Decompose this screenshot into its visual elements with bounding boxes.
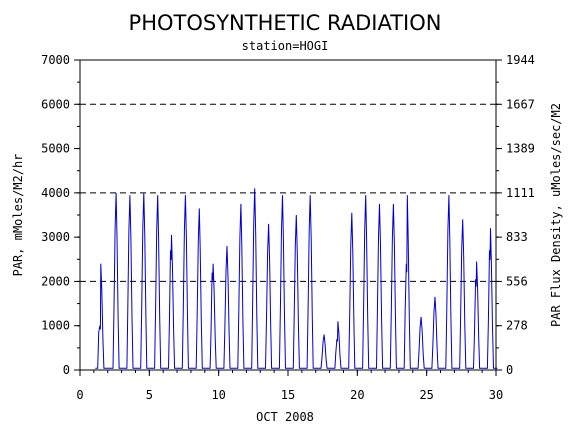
- x-axis-label: OCT 2008: [256, 410, 314, 424]
- x-tick-label: 5: [146, 388, 153, 402]
- right-axis-ticks: 0 278 556 833 1111 1389 1667 1944: [496, 53, 535, 377]
- y-right-tick-label: 556: [506, 274, 528, 288]
- y-right-tick-label: 1111: [506, 186, 535, 200]
- x-tick-label: 10: [211, 388, 225, 402]
- y-axis-label-right: PAR Flux Density, uMoles/sec/M2: [549, 103, 563, 327]
- y-tick-label: 1000: [41, 319, 70, 333]
- x-tick-label: 15: [281, 388, 295, 402]
- x-tick-label: 30: [489, 388, 503, 402]
- y-right-tick-label: 1944: [506, 53, 535, 67]
- x-tick-label: 25: [419, 388, 433, 402]
- y-tick-label: 4000: [41, 186, 70, 200]
- y-right-tick-label: 833: [506, 230, 528, 244]
- par-series-line: [95, 188, 498, 369]
- chart-subtitle: station=HOGI: [242, 39, 329, 53]
- y-axis-label-left: PAR, mMoles/M2/hr: [11, 154, 25, 277]
- x-tick-label: 0: [76, 388, 83, 402]
- y-tick-label: 0: [63, 363, 70, 377]
- left-axis-ticks: 0 1000 2000 3000 4000 5000 6000 7000: [41, 53, 80, 377]
- y-tick-label: 6000: [41, 97, 70, 111]
- x-axis-ticks: 0 5 10 15 20 25 30: [76, 370, 503, 402]
- y-right-tick-label: 0: [506, 363, 513, 377]
- y-right-tick-label: 1667: [506, 97, 535, 111]
- y-right-tick-label: 278: [506, 319, 528, 333]
- y-tick-label: 5000: [41, 142, 70, 156]
- x-tick-label: 20: [350, 388, 364, 402]
- y-right-tick-label: 1389: [506, 142, 535, 156]
- chart-title: PHOTOSYNTHETIC RADIATION: [129, 11, 442, 35]
- y-tick-label: 3000: [41, 230, 70, 244]
- y-tick-label: 2000: [41, 274, 70, 288]
- y-tick-label: 7000: [41, 53, 70, 67]
